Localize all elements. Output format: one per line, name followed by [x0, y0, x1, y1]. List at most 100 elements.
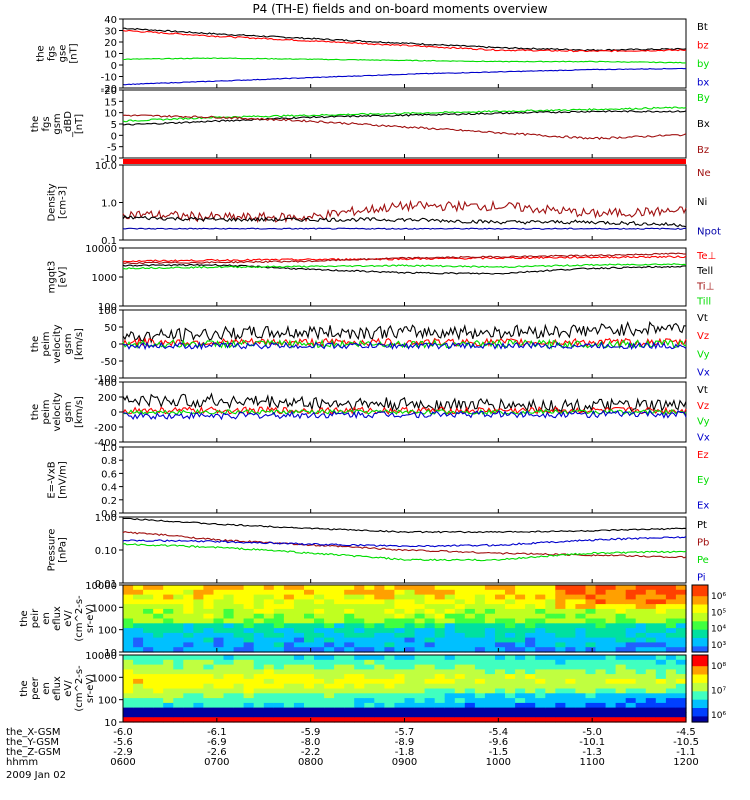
- heatmap-cell: [655, 599, 667, 605]
- y-tick-label: 5: [111, 120, 117, 131]
- colorbar-segment: [692, 685, 708, 690]
- y-tick-label: 1.0: [101, 199, 117, 210]
- y-tick-label: 1000: [92, 673, 117, 684]
- heatmap-cell: [414, 717, 426, 723]
- heatmap-cell: [495, 698, 506, 704]
- heatmap-cell: [273, 664, 285, 670]
- colorbar-segment: [692, 682, 708, 687]
- plot-title: P4 (TH-E) fields and on-board moments ov…: [252, 2, 547, 16]
- heatmap-cell: [324, 717, 335, 723]
- time-tick-label: 0700: [204, 757, 229, 768]
- heatmap-cell: [545, 712, 556, 718]
- heatmap-cell: [293, 613, 305, 620]
- heatmap-cell: [374, 717, 385, 723]
- heatmap-cell: [404, 683, 416, 690]
- heatmap-cell: [223, 688, 235, 694]
- heatmap-cell: [203, 693, 215, 699]
- heatmap-cell: [474, 613, 486, 620]
- heatmap-cell: [253, 674, 265, 680]
- heatmap-cell: [304, 659, 315, 666]
- heatmap-cell: [565, 683, 577, 690]
- heatmap-cell: [655, 628, 667, 634]
- heatmap-cell: [253, 623, 265, 629]
- heatmap-cell: [334, 613, 345, 620]
- heatmap-cell: [595, 628, 607, 634]
- heatmap-cell: [414, 594, 426, 600]
- y-tick-label: 10.0: [95, 161, 117, 172]
- heatmap-cell: [565, 589, 577, 596]
- heatmap-cell: [163, 608, 174, 615]
- heatmap-cell: [243, 589, 255, 596]
- heatmap-cell: [324, 683, 335, 690]
- heatmap-cell: [645, 604, 657, 610]
- heatmap-cell: [545, 717, 556, 723]
- heatmap-cell: [444, 717, 456, 723]
- series-line-bx: [122, 67, 687, 86]
- heatmap-cell: [384, 623, 396, 629]
- heatmap-cell: [414, 604, 426, 610]
- heatmap-cell: [223, 655, 235, 661]
- heatmap-cell: [133, 594, 144, 600]
- y-tick-label: 0.01: [95, 579, 117, 590]
- heatmap-cell: [364, 594, 375, 600]
- heatmap-cell: [655, 678, 667, 685]
- heatmap-cell: [253, 693, 265, 699]
- heatmap-cell: [273, 707, 285, 713]
- heatmap-cell: [404, 642, 416, 648]
- heatmap-cell: [585, 632, 597, 639]
- heatmap-cell: [213, 707, 225, 713]
- heatmap-cell: [183, 655, 194, 661]
- heatmap-cell: [635, 659, 647, 666]
- heatmap-cell: [464, 693, 476, 699]
- heatmap-cell: [384, 707, 396, 713]
- heatmap-cell: [364, 642, 375, 648]
- heatmap-cell: [505, 674, 516, 680]
- heatmap-cell: [123, 707, 134, 713]
- heatmap-cell: [133, 693, 144, 699]
- heatmap-cell: [263, 678, 275, 685]
- heatmap-cell: [505, 659, 516, 666]
- heatmap-cell: [505, 683, 516, 690]
- heatmap-cell: [575, 659, 587, 666]
- heatmap-cell: [515, 678, 526, 685]
- heatmap-cell: [484, 628, 496, 634]
- legend-entry: Te⊥: [696, 251, 716, 262]
- heatmap-cell: [354, 659, 365, 666]
- heatmap-cell: [434, 659, 446, 666]
- heatmap-cell: [535, 637, 546, 643]
- heatmap-cell: [163, 717, 174, 723]
- heatmap-cell: [223, 608, 235, 615]
- heatmap-cell: [334, 702, 345, 709]
- heatmap-cell: [555, 683, 566, 690]
- panel-frame: [122, 446, 687, 514]
- y-tick-label: 0.6: [101, 469, 117, 480]
- heatmap-cell: [565, 669, 577, 675]
- heatmap-cell: [625, 599, 637, 605]
- heatmap-cell: [525, 599, 536, 605]
- heatmap-cell: [605, 647, 617, 653]
- heatmap-cell: [354, 647, 365, 653]
- time-tick-label: -9.6: [489, 737, 509, 748]
- heatmap-cell: [173, 613, 184, 620]
- heatmap-cell: [334, 664, 345, 670]
- heatmap-cell: [344, 702, 355, 709]
- heatmap-cell: [505, 688, 516, 694]
- heatmap-cell: [474, 712, 486, 718]
- series-line-Pe: [122, 543, 687, 562]
- heatmap-cell: [394, 712, 406, 718]
- y-axis-label: Density[cm-3]: [47, 183, 69, 221]
- heatmap-cell: [243, 707, 255, 713]
- heatmap-cell: [233, 698, 245, 704]
- heatmap-cell: [404, 637, 416, 643]
- heatmap-cell: [645, 647, 657, 653]
- legend-entry: Vz: [697, 401, 709, 412]
- heatmap-cell: [354, 674, 365, 680]
- heatmap-cell: [223, 717, 235, 723]
- heatmap-cell: [565, 599, 577, 605]
- heatmap-cell: [364, 674, 375, 680]
- heatmap-cell: [183, 628, 194, 634]
- heatmap-cell: [495, 642, 506, 648]
- heatmap-cell: [484, 698, 496, 704]
- heatmap-cell: [193, 613, 205, 620]
